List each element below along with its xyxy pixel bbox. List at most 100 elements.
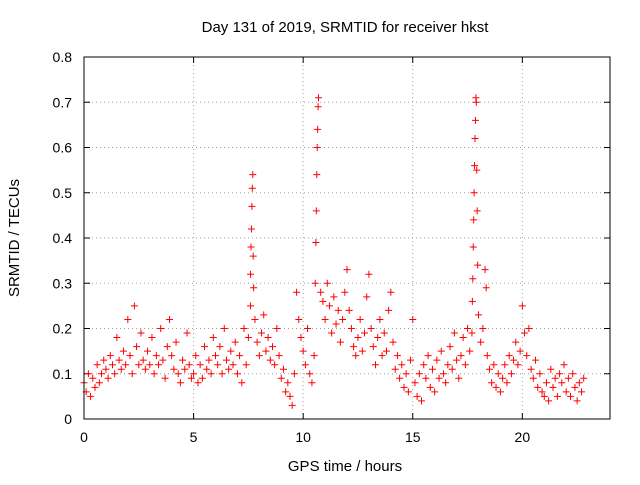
data-point (407, 356, 415, 364)
data-point (461, 361, 469, 369)
data-point (163, 343, 171, 351)
data-point (374, 334, 382, 342)
data-point (385, 306, 393, 314)
data-point (358, 347, 366, 355)
data-point (168, 352, 176, 360)
data-point (313, 171, 321, 179)
data-point (562, 388, 570, 396)
data-point (424, 352, 432, 360)
data-point (382, 347, 390, 355)
data-point (332, 320, 340, 328)
data-point (227, 347, 235, 355)
data-point (260, 311, 268, 319)
data-point (435, 374, 443, 382)
data-point (564, 374, 572, 382)
data-point (249, 252, 257, 260)
data-point (165, 315, 173, 323)
data-point (471, 116, 479, 124)
data-point (490, 361, 498, 369)
data-point (174, 370, 182, 378)
data-point (339, 315, 347, 323)
data-point (293, 288, 301, 296)
data-point (115, 356, 123, 364)
data-point (409, 315, 417, 323)
data-point (391, 365, 399, 373)
data-point (330, 293, 338, 301)
data-point (469, 275, 477, 283)
data-point (350, 343, 358, 351)
data-point (468, 329, 476, 337)
data-point (240, 325, 248, 332)
data-point (545, 397, 553, 405)
data-point (238, 379, 246, 387)
data-point (248, 184, 256, 192)
data-point (284, 379, 292, 387)
data-point (354, 334, 362, 342)
data-point (321, 315, 329, 323)
data-point (218, 370, 226, 378)
data-point (514, 361, 522, 369)
data-point (301, 361, 309, 369)
x-tick-label: 5 (190, 429, 198, 445)
data-point (422, 374, 430, 382)
data-point (299, 347, 307, 355)
data-point (319, 297, 327, 305)
data-point (308, 379, 316, 387)
data-point (472, 98, 480, 106)
data-point (250, 284, 258, 292)
data-point (231, 338, 239, 346)
data-point (286, 392, 294, 400)
data-point (150, 370, 158, 378)
data-point (144, 347, 152, 355)
data-point (505, 352, 513, 360)
data-point (380, 329, 388, 337)
data-point (518, 302, 526, 310)
data-point (470, 189, 478, 197)
data-point (117, 365, 125, 373)
data-point (542, 379, 550, 387)
data-point (102, 365, 110, 373)
data-point (479, 325, 487, 332)
data-point (172, 338, 180, 346)
data-point (503, 379, 511, 387)
data-point (400, 383, 408, 391)
data-point (328, 329, 336, 337)
data-point (247, 270, 255, 278)
data-point (464, 325, 472, 332)
data-point (575, 379, 583, 387)
data-point (135, 361, 143, 369)
data-point (471, 134, 479, 142)
data-point (534, 383, 542, 391)
data-point (275, 352, 283, 360)
data-point (477, 338, 485, 346)
data-point (222, 356, 230, 364)
data-point (95, 379, 103, 387)
data-point (556, 370, 564, 378)
y-tick-label: 0.3 (53, 275, 73, 291)
data-point (345, 306, 353, 314)
data-point (547, 365, 555, 373)
data-point (378, 352, 386, 360)
data-point (404, 388, 412, 396)
data-point (190, 370, 198, 378)
data-point (341, 288, 349, 296)
grid (84, 57, 610, 419)
data-point (91, 383, 99, 391)
x-tick-label: 10 (295, 429, 311, 445)
data-point (297, 334, 305, 342)
data-point (376, 315, 384, 323)
data-point (418, 397, 426, 405)
data-point (288, 401, 296, 409)
data-point (196, 361, 204, 369)
data-point (488, 379, 496, 387)
data-point (525, 325, 533, 332)
data-point (428, 365, 436, 373)
data-point (538, 388, 546, 396)
data-point (185, 361, 193, 369)
data-point (367, 325, 375, 332)
data-point (507, 370, 515, 378)
data-point (179, 356, 187, 364)
data-point (258, 329, 266, 337)
data-point (181, 365, 189, 373)
